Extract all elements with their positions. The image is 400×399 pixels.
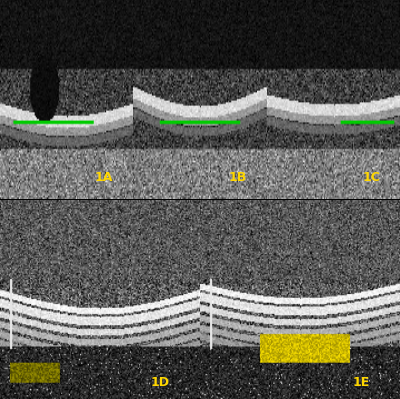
Text: 1E: 1E	[353, 376, 370, 389]
Text: 1D: 1D	[151, 376, 170, 389]
Text: 1A: 1A	[95, 170, 113, 184]
Text: 1B: 1B	[228, 170, 247, 184]
Text: 1C: 1C	[362, 170, 380, 184]
